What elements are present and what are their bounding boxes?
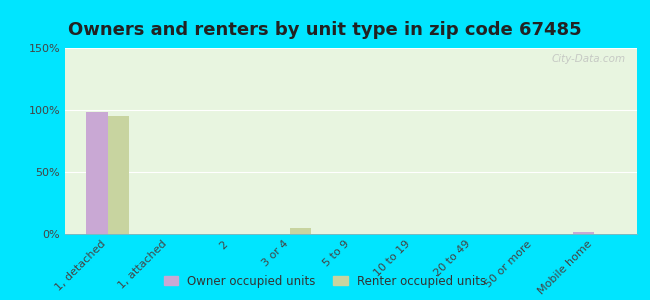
Text: Owners and renters by unit type in zip code 67485: Owners and renters by unit type in zip c…: [68, 21, 582, 39]
Bar: [108, 116, 129, 234]
Bar: [573, 232, 594, 234]
Bar: [86, 112, 108, 234]
Text: City-Data.com: City-Data.com: [551, 54, 625, 64]
Bar: [290, 228, 311, 234]
Legend: Owner occupied units, Renter occupied units: Owner occupied units, Renter occupied un…: [161, 271, 489, 291]
